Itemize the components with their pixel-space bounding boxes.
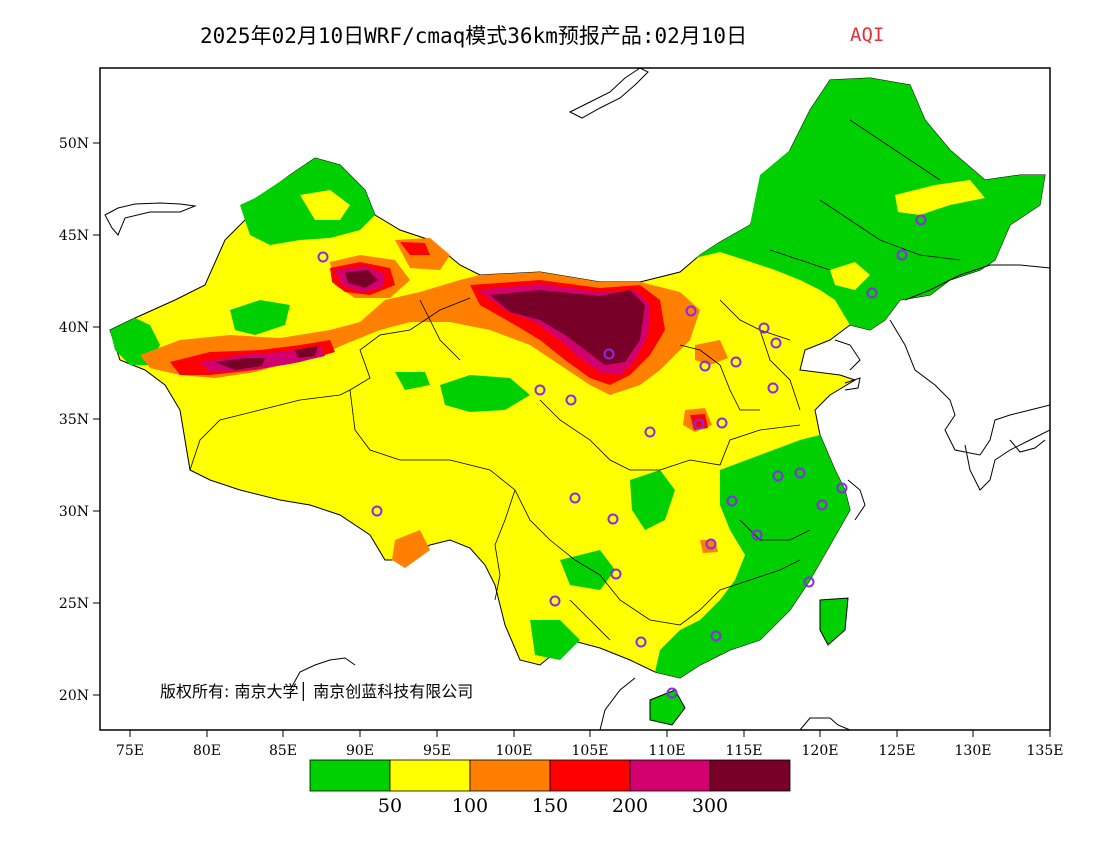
legend-label: 100 (452, 795, 488, 817)
lat-tick-label: 50N (59, 136, 89, 152)
lon-tick-label: 100E (496, 743, 533, 759)
station-marker (699, 360, 711, 372)
station-marker (866, 287, 878, 299)
station-marker (685, 305, 697, 317)
station-marker (751, 529, 763, 541)
legend-swatch (469, 759, 551, 792)
lon-tick-label: 125E (879, 743, 916, 759)
station-marker (607, 513, 619, 525)
legend-label: 150 (532, 795, 568, 817)
map-content: 版权所有: 南京大学│ 南京创蓝科技有限公司 (104, 68, 1050, 730)
neighbor-coastlines (104, 68, 1050, 730)
lon-tick-label: 120E (802, 743, 839, 759)
variable-label: AQI (850, 24, 885, 46)
legend-swatch (549, 759, 631, 792)
station-marker (534, 384, 546, 396)
legend-swatch (309, 759, 391, 792)
lon-tick-label: 95E (423, 743, 451, 759)
legend-label: 200 (612, 795, 648, 817)
aqi-maroon-zones (215, 270, 645, 370)
station-marker (794, 467, 806, 479)
station-marker (693, 418, 705, 430)
station-marker (644, 426, 656, 438)
lon-tick-label: 85E (269, 743, 297, 759)
station-marker (710, 630, 722, 642)
station-marker (726, 495, 738, 507)
lon-tick-label: 75E (116, 743, 144, 759)
lon-axis: 75E 80E 85E 90E 95E 100E 105E 110E 115E … (116, 730, 1064, 759)
lat-tick-label: 45N (59, 228, 89, 244)
station-marker (317, 251, 329, 263)
station-marker (666, 687, 678, 699)
lat-tick-label: 25N (59, 596, 89, 612)
lon-tick-label: 105E (572, 743, 609, 759)
station-marker (569, 492, 581, 504)
legend-swatch (389, 759, 471, 792)
station-marker (767, 382, 779, 394)
title-row: 2025年02月10日WRF/cmaq模式36km预报产品:02月10日 AQI (0, 20, 1100, 54)
legend-swatch (629, 759, 711, 792)
lon-tick-label: 110E (649, 743, 686, 759)
lat-axis: 50N 45N 40N 35N 30N 25N 20N (59, 136, 100, 704)
map-frame (99, 67, 1051, 731)
lon-tick-label: 90E (346, 743, 374, 759)
lat-tick-label: 20N (59, 688, 89, 704)
lon-tick-label: 80E (193, 743, 221, 759)
station-marker (565, 394, 577, 406)
station-marker (635, 636, 647, 648)
station-marker (772, 470, 784, 482)
copyright-text: 版权所有: 南京大学│ 南京创蓝科技有限公司 (160, 681, 473, 701)
lat-tick-label: 35N (59, 412, 89, 428)
legend-label: 300 (692, 795, 728, 817)
station-marker (770, 337, 782, 349)
lon-tick-label: 115E (726, 743, 763, 759)
station-marker (803, 576, 815, 588)
map-title: 2025年02月10日WRF/cmaq模式36km预报产品:02月10日 (200, 24, 748, 48)
station-marker (716, 417, 728, 429)
station-marker (603, 348, 615, 360)
station-marker (730, 356, 742, 368)
station-marker (705, 538, 717, 550)
aqi-yellow-islands (300, 180, 985, 290)
lat-tick-label: 30N (59, 504, 89, 520)
station-markers (317, 214, 927, 699)
station-marker (915, 214, 927, 226)
station-marker (758, 322, 770, 334)
station-marker (816, 499, 828, 511)
station-marker (610, 568, 622, 580)
station-marker (549, 595, 561, 607)
lat-tick-label: 40N (59, 320, 89, 336)
lon-tick-label: 130E (955, 743, 992, 759)
station-marker (836, 482, 848, 494)
legend-label: 50 (378, 795, 402, 817)
color-legend: 50 100 150 200 300 (309, 759, 791, 817)
province-boundaries (189, 119, 961, 641)
legend-swatch (709, 759, 791, 792)
station-marker (896, 249, 908, 261)
station-marker (371, 505, 383, 517)
lon-tick-label: 135E (1027, 743, 1064, 759)
